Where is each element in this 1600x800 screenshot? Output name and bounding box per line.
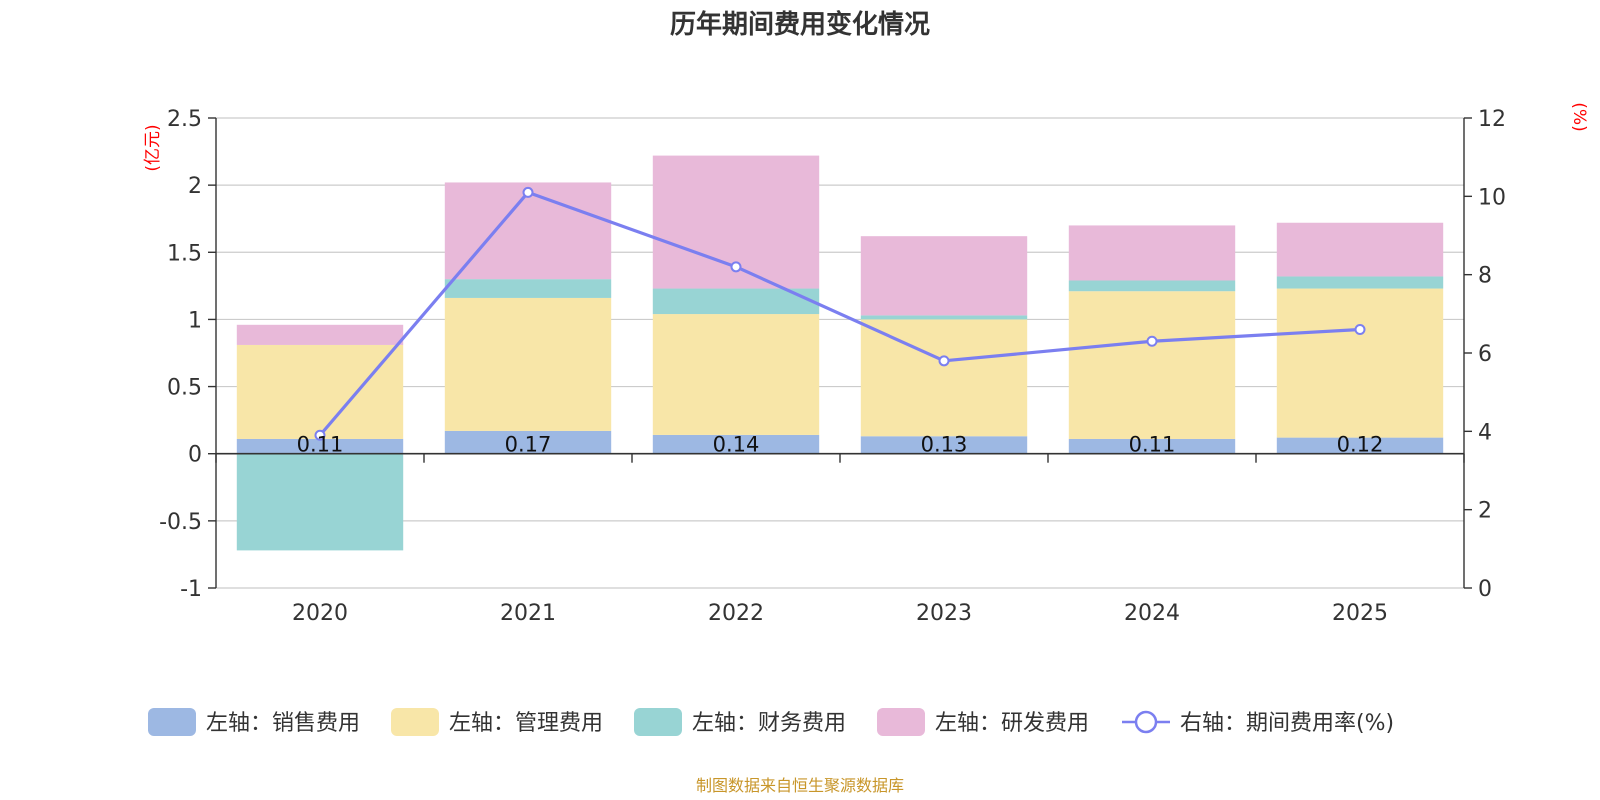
legend-swatch-1 — [391, 708, 439, 736]
category-label-2023: 2023 — [916, 601, 972, 626]
left-tick-label: 0.5 — [167, 376, 202, 401]
legend-swatch-3 — [877, 708, 925, 736]
legend-marker-swatch — [1134, 710, 1158, 734]
source-note: 制图数据来自恒生聚源数据库 — [696, 776, 904, 795]
left-tick-label: 1 — [188, 308, 202, 333]
legend-label-4: 右轴：期间费用率(%) — [1180, 711, 1394, 736]
bar-2025-series-2 — [1276, 276, 1444, 289]
data-label-2025: 0.12 — [1337, 433, 1384, 457]
bars — [236, 155, 1444, 551]
bar-2021-series-1 — [444, 297, 612, 431]
bar-2023-series-3 — [860, 236, 1028, 316]
right-axis-unit: (%) — [1569, 102, 1589, 131]
legend-label-3: 左轴：研发费用 — [935, 711, 1089, 736]
rate-point-2025 — [1354, 324, 1366, 335]
data-labels: 0.11 0.17 0.14 0.13 0.11 0.12 — [297, 433, 1384, 457]
bar-2022-series-1 — [652, 314, 820, 435]
legend-label-0: 左轴：销售费用 — [206, 711, 360, 736]
bar-2022-series-0 — [652, 434, 820, 454]
left-tick-label: -1 — [180, 577, 202, 602]
left-tick-label: -0.5 — [159, 510, 202, 535]
category-label-2021: 2021 — [500, 601, 556, 626]
bar-2025-series-0 — [1276, 437, 1444, 454]
bar-2024-series-3 — [1068, 225, 1236, 281]
bar-2023-series-1 — [860, 319, 1028, 437]
bar-2020-series-1 — [236, 344, 404, 439]
rate-point-2020 — [314, 429, 326, 441]
bar-2024-series-2 — [1068, 280, 1236, 292]
rate-polyline — [318, 190, 1361, 437]
right-tick-label: 10 — [1478, 185, 1506, 210]
bar-2024-series-1 — [1068, 291, 1236, 439]
data-label-2020: 0.11 — [297, 433, 344, 457]
bar-2020-series-3 — [236, 324, 404, 345]
bar-2025-series-1 — [1276, 288, 1444, 438]
legend-swatch-0 — [148, 708, 196, 736]
bar-2025-series-3 — [1276, 222, 1444, 277]
chart-title: 历年期间费用变化情况 — [670, 9, 930, 40]
category-label-2025: 2025 — [1332, 601, 1388, 626]
bar-2023-series-2 — [860, 315, 1028, 320]
bar-2024-series-0 — [1068, 438, 1236, 454]
category-label-2024: 2024 — [1124, 601, 1180, 626]
grid — [216, 117, 1464, 589]
data-label-2023: 0.13 — [921, 433, 968, 457]
rate-line — [314, 186, 1366, 441]
data-label-2021: 0.17 — [505, 433, 552, 457]
right-tick-label: 2 — [1478, 499, 1492, 524]
bar-2021-series-3 — [444, 182, 612, 280]
rate-point-2021 — [522, 186, 534, 198]
axes: -1 -0.5 0 0.5 1 1.5 2 2.5 0 2 4 6 8 10 12 2020 2021 2022 2… — [159, 107, 1506, 626]
right-tick-label: 4 — [1478, 420, 1492, 445]
right-tick-label: 6 — [1478, 342, 1492, 367]
legend-label-2: 左轴：财务费用 — [692, 711, 846, 736]
bar-2020-series-0 — [236, 438, 404, 454]
legend: 左轴：销售费用 左轴：管理费用 左轴：财务费用 左轴：研发费用 右轴：期间费用率(%) — [148, 708, 1394, 736]
right-tick-label: 0 — [1478, 577, 1492, 602]
left-tick-label: 2 — [188, 174, 202, 199]
data-label-2024: 0.11 — [1129, 433, 1176, 457]
legend-swatch-2 — [634, 708, 682, 736]
bar-2023-series-0 — [860, 436, 1028, 454]
bar-2021-series-0 — [444, 430, 612, 454]
category-label-2020: 2020 — [292, 601, 348, 626]
data-label-2022: 0.14 — [713, 433, 760, 457]
left-axis-unit: (亿元) — [143, 124, 163, 171]
left-tick-label: 2.5 — [167, 107, 202, 132]
category-label-2022: 2022 — [708, 601, 764, 626]
bar-2021-series-2 — [444, 279, 612, 298]
left-tick-label: 0 — [188, 443, 202, 468]
bar-2020-series-2 — [236, 453, 404, 551]
rate-point-2024 — [1146, 335, 1158, 347]
right-tick-label: 8 — [1478, 264, 1492, 289]
legend-label-1: 左轴：管理费用 — [449, 711, 603, 736]
rate-point-2022 — [730, 261, 742, 273]
left-tick-label: 1.5 — [167, 241, 202, 266]
right-tick-label: 12 — [1478, 107, 1506, 132]
rate-point-2023 — [938, 355, 950, 367]
